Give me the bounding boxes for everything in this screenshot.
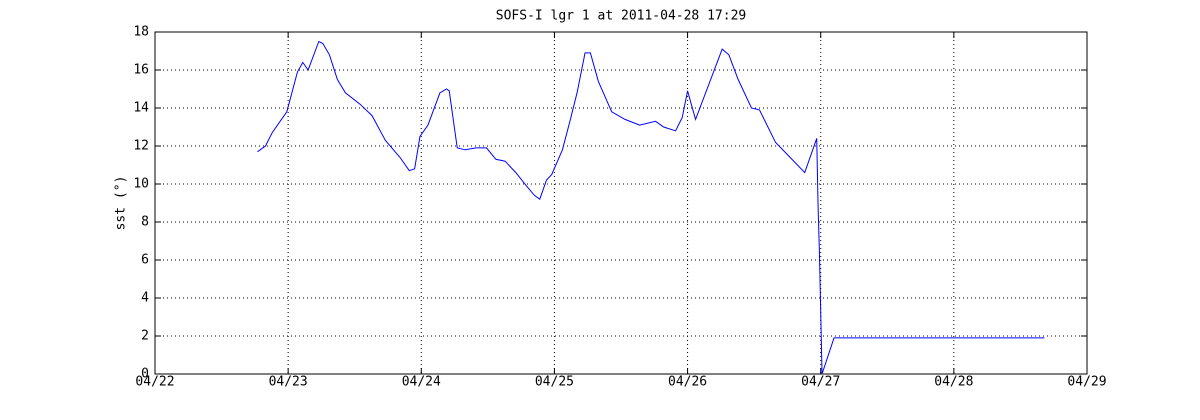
x-tick-label: 04/24 [402, 375, 441, 390]
y-tick-label: 14 [133, 101, 149, 116]
x-tick-label: 04/26 [668, 375, 707, 390]
plot-frame [154, 31, 1088, 375]
y-tick-label: 0 [141, 367, 149, 382]
chart-title: SOFS-I lgr 1 at 2011-04-28 17:29 [496, 9, 746, 24]
y-tick-label: 2 [141, 329, 149, 344]
data-line [257, 40, 1045, 375]
x-tick-label: 04/27 [801, 375, 840, 390]
y-tick-label: 8 [141, 215, 149, 230]
y-tick-label: 10 [133, 177, 149, 192]
x-tick-label: 04/25 [535, 375, 574, 390]
x-tick-label: 04/28 [934, 375, 973, 390]
x-tick-label: 04/29 [1067, 375, 1106, 390]
x-tick-label: 04/23 [269, 375, 308, 390]
y-tick-label: 12 [133, 139, 149, 154]
y-tick-label: 4 [141, 291, 149, 306]
y-tick-label: 16 [133, 63, 149, 78]
x-tick-label: 04/22 [135, 375, 174, 390]
y-axis-label: sst (°) [114, 176, 129, 231]
y-tick-label: 18 [133, 25, 149, 40]
y-tick-label: 6 [141, 253, 149, 268]
